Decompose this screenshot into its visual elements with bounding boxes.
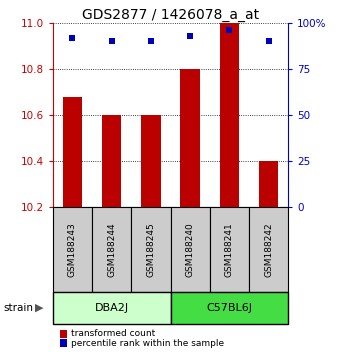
Text: percentile rank within the sample: percentile rank within the sample [71,339,224,348]
Text: C57BL6J: C57BL6J [206,303,252,313]
Text: transformed count: transformed count [71,329,155,338]
Text: GSM188241: GSM188241 [225,222,234,277]
Point [148,39,153,44]
Text: ▶: ▶ [35,303,43,313]
Point [266,39,271,44]
Bar [63,97,82,207]
Text: GSM188243: GSM188243 [68,222,77,277]
Text: GSM188244: GSM188244 [107,222,116,277]
Bar [141,115,161,207]
Point [226,28,232,33]
Bar [220,23,239,207]
Point [109,39,114,44]
Bar [180,69,200,207]
Text: GSM188240: GSM188240 [186,222,195,277]
Title: GDS2877 / 1426078_a_at: GDS2877 / 1426078_a_at [82,8,259,22]
Text: strain: strain [3,303,33,313]
Point [70,35,75,41]
Text: GSM188245: GSM188245 [146,222,155,277]
Text: GSM188242: GSM188242 [264,222,273,277]
Bar [102,115,121,207]
Point [187,33,193,39]
Text: DBA2J: DBA2J [94,303,129,313]
Bar [259,161,278,207]
